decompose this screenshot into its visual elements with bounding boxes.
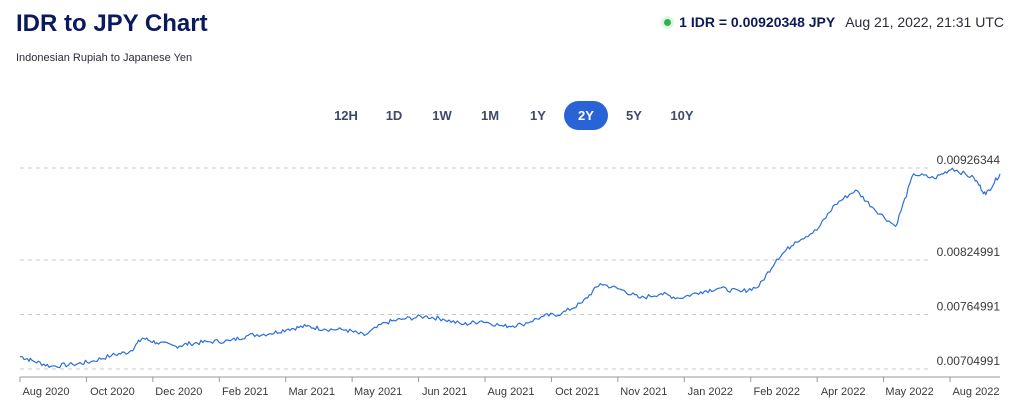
x-tick-label: Dec 2020: [155, 386, 202, 398]
tab-2y[interactable]: 2Y: [564, 101, 608, 130]
x-tick-label: Nov 2021: [620, 386, 667, 398]
x-tick-label: Oct 2020: [90, 386, 135, 398]
x-tick-label: Aug 2020: [22, 386, 69, 398]
tab-1y[interactable]: 1Y: [516, 101, 560, 130]
x-tick-label: Aug 2022: [952, 386, 999, 398]
current-rate: 1 IDR = 0.00920348 JPY: [679, 14, 836, 30]
tab-1d[interactable]: 1D: [372, 101, 416, 130]
x-tick-label: May 2021: [354, 386, 402, 398]
y-tick-label: 0.00764991: [937, 300, 1001, 314]
tab-10y[interactable]: 10Y: [660, 101, 704, 130]
x-tick-label: Mar 2021: [288, 386, 334, 398]
tab-5y[interactable]: 5Y: [612, 101, 656, 130]
live-status-dot-icon: [664, 18, 672, 26]
x-tick-label: Aug 2021: [487, 386, 534, 398]
rate-timestamp: Aug 21, 2022, 21:31 UTC: [845, 14, 1004, 30]
time-range-tabs: 12H 1D 1W 1M 1Y 2Y 5Y 10Y: [0, 101, 1024, 130]
tab-1w[interactable]: 1W: [420, 101, 464, 130]
page-subtitle: Indonesian Rupiah to Japanese Yen: [16, 52, 193, 64]
x-tick-label: Feb 2022: [753, 386, 799, 398]
tab-12h[interactable]: 12H: [324, 101, 368, 130]
y-tick-label: 0.00926344: [937, 153, 1001, 167]
x-tick-label: Jan 2022: [688, 386, 733, 398]
x-tick-label: Jun 2021: [422, 386, 467, 398]
tab-1m[interactable]: 1M: [468, 101, 512, 130]
page-title: IDR to JPY Chart: [16, 10, 208, 37]
x-tick-label: May 2022: [885, 386, 933, 398]
y-tick-label: 0.00824991: [937, 245, 1001, 259]
series-line: [19, 167, 1001, 369]
x-tick-label: Apr 2022: [821, 386, 866, 398]
x-tick-label: Feb 2021: [222, 386, 268, 398]
y-tick-label: 0.00704991: [937, 354, 1001, 368]
live-rate: 1 IDR = 0.00920348 JPY Aug 21, 2022, 21:…: [664, 14, 1004, 30]
x-tick-label: Oct 2021: [555, 386, 600, 398]
